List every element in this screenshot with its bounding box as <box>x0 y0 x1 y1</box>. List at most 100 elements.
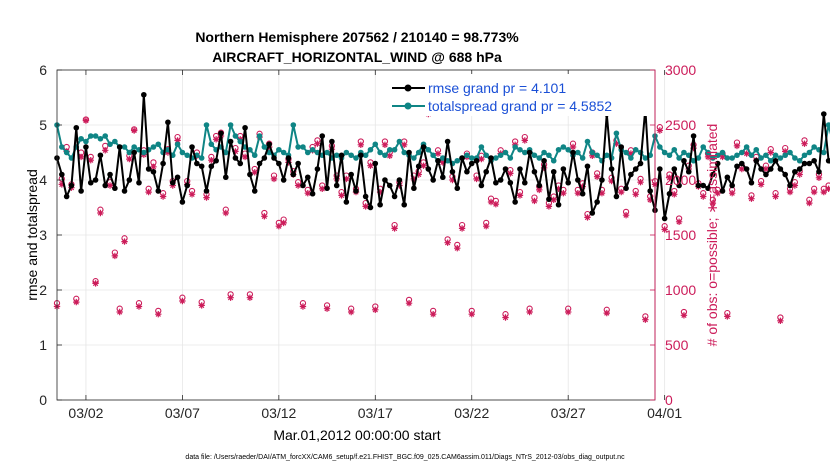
totalspread-point <box>787 149 793 156</box>
x-tick-label: 03/02 <box>68 405 103 421</box>
rmse-point <box>160 160 166 167</box>
totalspread-point <box>541 149 547 156</box>
y-left-tick-label: 1 <box>39 337 47 353</box>
rmse-point <box>560 166 567 172</box>
obs-assimilated-marker <box>825 185 830 192</box>
totalspread-point <box>377 149 383 156</box>
rmse-point <box>155 188 162 194</box>
obs-assimilated-marker <box>661 226 668 233</box>
rmse-point <box>729 182 735 189</box>
totalspread-point <box>642 155 649 161</box>
obs-assimilated-marker <box>743 150 750 157</box>
x-tick-label: 03/27 <box>551 405 586 421</box>
rmse-point <box>401 201 408 208</box>
rmse-point <box>194 160 200 167</box>
obs-assimilated-marker <box>714 190 721 197</box>
obs-assimilated-marker <box>627 150 635 157</box>
legend-rmse-label: rmse grand pr = 4.101 <box>428 80 566 96</box>
rmse-point <box>449 168 456 175</box>
rmse-point <box>468 160 475 167</box>
obs-assimilated-marker <box>560 190 567 197</box>
obs-assimilated-marker <box>449 176 456 184</box>
obs-assimilated-marker <box>622 212 630 219</box>
rmse-point <box>377 201 383 208</box>
rmse-point <box>753 157 760 164</box>
obs-assimilated-marker <box>391 225 398 232</box>
rmse-point <box>666 190 673 197</box>
obs-assimilated-marker <box>97 209 104 217</box>
rmse-point <box>526 149 533 156</box>
obs-assimilated-marker <box>420 162 427 169</box>
obs-assimilated-marker <box>492 201 500 208</box>
totalspread-point <box>695 155 702 161</box>
rmse-point <box>743 166 750 172</box>
rmse-point <box>488 155 494 161</box>
rmse-point <box>647 188 653 194</box>
totalspread-point <box>198 155 205 161</box>
totalspread-point <box>464 152 470 159</box>
rmse-point <box>358 152 364 159</box>
rmse-point <box>256 160 263 167</box>
rmse-point <box>232 155 239 161</box>
totalspread-point <box>63 149 70 156</box>
obs-assimilated-marker <box>555 185 562 192</box>
rmse-point <box>78 188 84 194</box>
obs-assimilated-marker <box>304 190 311 197</box>
totalspread-point <box>767 157 774 164</box>
rmse-point <box>739 160 745 167</box>
obs-assimilated-marker <box>782 148 789 155</box>
rmse-point <box>531 168 538 175</box>
obs-assimilated-marker <box>58 181 66 188</box>
obs-assimilated-marker <box>155 311 162 318</box>
obs-assimilated-marker <box>261 213 268 220</box>
obs-assimilated-marker <box>738 165 746 173</box>
obs-assimilated-marker <box>666 174 673 181</box>
y-right-tick-label: 1500 <box>665 227 696 243</box>
rmse-point <box>420 144 427 150</box>
rmse-point <box>695 182 702 189</box>
rmse-point <box>169 179 176 186</box>
obs-assimilated-marker <box>574 190 582 197</box>
obs-assimilated-marker <box>526 308 533 316</box>
rmse-point <box>97 152 104 159</box>
obs-assimilated-marker <box>77 153 85 161</box>
obs-assimilated-marker <box>338 192 345 199</box>
obs-assimilated-marker <box>145 188 152 196</box>
rmse-point <box>806 160 813 167</box>
rmse-point <box>825 157 830 164</box>
obs-assimilated-marker <box>357 141 365 148</box>
legend-box <box>388 74 650 116</box>
totalspread-point <box>777 155 784 161</box>
rmse-point <box>391 193 398 200</box>
y-right-tick-label: 2500 <box>665 117 696 133</box>
rmse-point <box>811 157 817 164</box>
rmse-point <box>623 185 629 192</box>
y-left-tick-label: 4 <box>39 172 47 188</box>
rmse-point <box>734 163 740 170</box>
rmse-point <box>319 133 326 139</box>
totalspread-point <box>531 152 538 159</box>
rmse-point <box>266 141 272 148</box>
totalspread-point <box>584 138 591 145</box>
totalspread-point <box>560 144 567 150</box>
rmse-point <box>618 144 625 150</box>
obs-assimilated-marker <box>439 159 447 166</box>
obs-assimilated-marker <box>87 157 94 164</box>
totalspread-point <box>121 144 128 150</box>
rmse-point <box>657 166 663 172</box>
totalspread-point <box>734 152 740 159</box>
rmse-point <box>507 179 514 186</box>
totalspread-point <box>772 152 779 159</box>
rmse-point <box>632 166 639 172</box>
obs-assimilated-marker <box>564 308 572 316</box>
rmse-point <box>300 182 306 189</box>
rmse-point <box>242 124 248 131</box>
obs-assimilated-marker <box>241 153 249 161</box>
rmse-point <box>493 179 499 186</box>
rmse-point <box>570 149 576 156</box>
totalspread-point <box>83 138 89 145</box>
obs-assimilated-marker <box>246 294 254 301</box>
totalspread-point <box>555 146 562 153</box>
obs-assimilated-marker <box>646 196 654 203</box>
totalspread-point <box>386 146 393 153</box>
